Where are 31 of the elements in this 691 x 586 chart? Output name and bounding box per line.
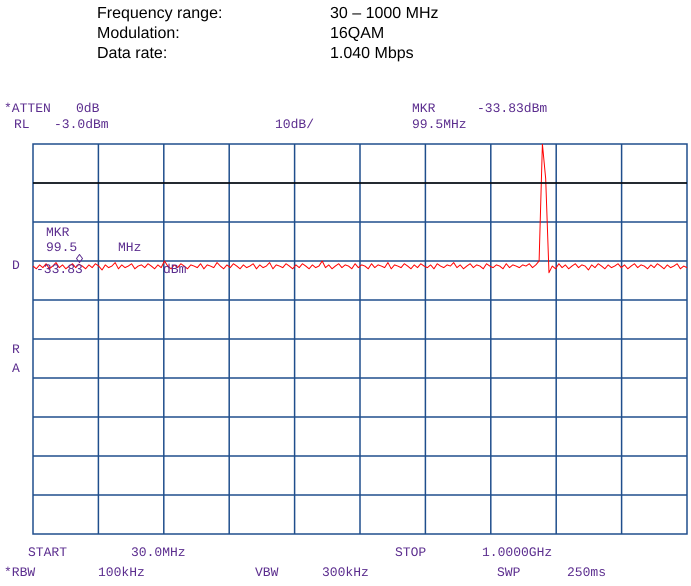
text: 1.0000GHz (482, 545, 552, 560)
annotation: MHz (118, 240, 142, 255)
text: 250ms (567, 565, 606, 580)
annotation: -33.83 (36, 262, 83, 277)
text: VBW (255, 565, 278, 580)
text: Frequency range: (97, 5, 222, 23)
text: 10dB/ (275, 117, 314, 132)
annotation: 99.5 (46, 240, 78, 255)
text: R (12, 342, 20, 357)
text: D (12, 258, 20, 273)
text: 30 – 1000 MHz (330, 5, 439, 23)
annotation: MKR (46, 225, 70, 240)
text: 300kHz (322, 565, 369, 580)
text: STOP (395, 545, 426, 560)
text: A (12, 361, 20, 376)
text: 1.040 Mbps (330, 45, 414, 63)
text: 30.0MHz (131, 545, 186, 560)
text: *ATTEN (4, 101, 51, 116)
text: 99.5MHz (412, 117, 467, 132)
text: -3.0dBm (54, 117, 109, 132)
text: 100kHz (98, 565, 145, 580)
text: RL (14, 117, 30, 132)
text: MKR (412, 101, 436, 116)
text: Data rate: (97, 45, 168, 63)
text: 16QAM (330, 25, 384, 43)
text: 0dB (76, 101, 100, 116)
text: -33.83dBm (477, 101, 548, 116)
text: START (28, 545, 68, 560)
text: Modulation: (97, 25, 180, 43)
text: SWP (497, 565, 520, 580)
text: *RBW (4, 565, 36, 580)
